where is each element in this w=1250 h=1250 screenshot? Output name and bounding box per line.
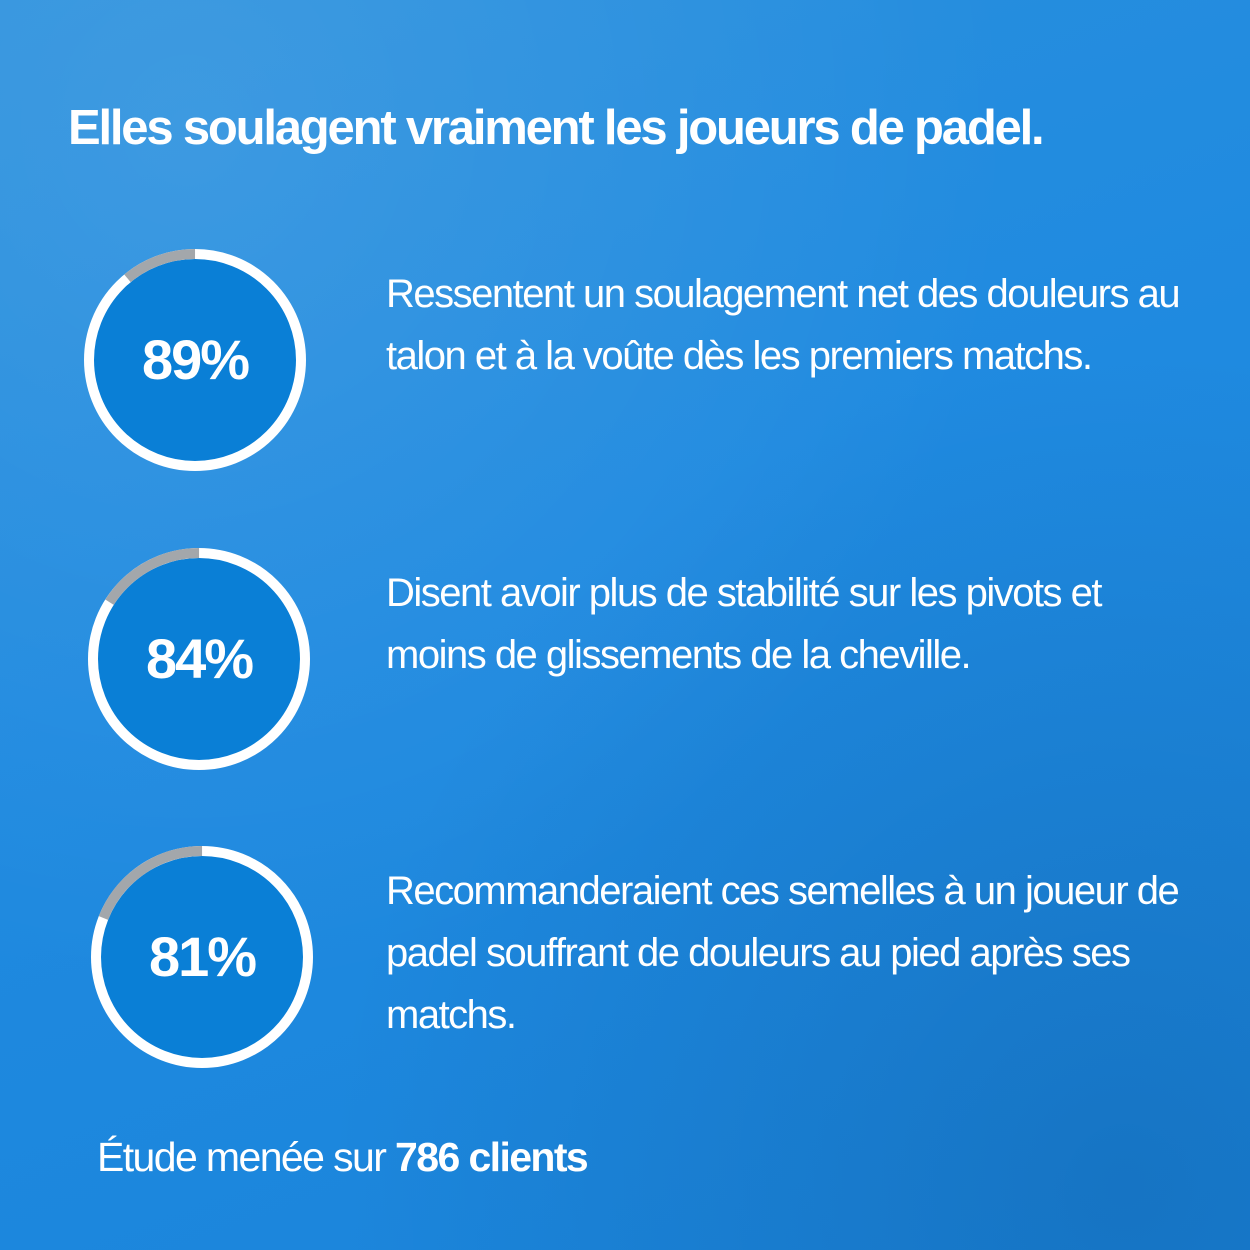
ring-remainder-arc: [84, 249, 306, 472]
stat-description: Recommanderaient ces semelles à un joueu…: [386, 869, 1180, 1037]
study-note-prefix: Étude menée sur: [97, 1134, 396, 1180]
stat-item: 84% Disent avoir plus de stabilité sur l…: [0, 544, 1250, 774]
ring-fill: [98, 558, 300, 760]
progress-ring-graphic: [91, 846, 313, 1068]
stat-description: Ressentent un soulagement net des douleu…: [386, 272, 1181, 378]
progress-ring: 89%: [80, 245, 310, 475]
ring-fill: [94, 259, 296, 461]
ring-fill: [101, 856, 303, 1058]
page-title: Elles soulagent vraiment les joueurs de …: [68, 101, 1045, 155]
stat-description: Disent avoir plus de stabilité sur les p…: [386, 571, 1103, 677]
progress-ring: 81%: [87, 842, 317, 1072]
progress-ring: 84%: [84, 544, 314, 774]
progress-ring-graphic: [88, 548, 310, 770]
stat-percentage: 84%: [145, 627, 254, 690]
progress-ring-graphic: [84, 249, 306, 472]
stat-percentage: 89%: [141, 328, 250, 391]
stat-item: 81% Recommanderaient ces semelles à un j…: [0, 842, 1250, 1072]
study-note-count: 786 clients: [395, 1134, 589, 1180]
stat-item: 89% Ressentent un soulagement net des do…: [0, 245, 1250, 475]
ring-remainder-arc: [91, 846, 313, 1068]
study-note: Étude menée sur 786 clients: [97, 1131, 589, 1183]
stat-percentage: 81%: [148, 925, 257, 988]
